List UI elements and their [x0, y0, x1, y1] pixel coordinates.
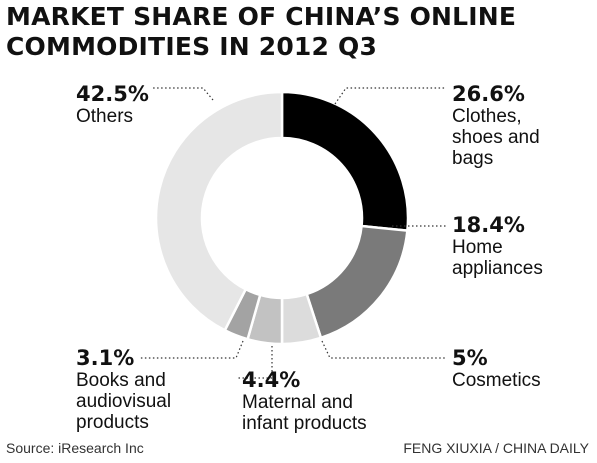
- data-label-cosmetics: 5%: [452, 346, 488, 370]
- category-label-home-appliances-line-2: appliances: [452, 258, 543, 279]
- category-label-clothes-shoes-and-bags-line-2: shoes and: [452, 127, 540, 148]
- category-label-maternal-and-infant-products-line-2: infant products: [242, 413, 367, 434]
- label-books-and-audiovisual-products: 3.1% Books and audiovisual products: [76, 346, 171, 433]
- leader-line-clothes-shoes-and-bags: [334, 87, 446, 105]
- category-label-clothes-shoes-and-bags-line-3: bags: [452, 148, 494, 169]
- category-label-cosmetics-line-1: Cosmetics: [452, 370, 541, 391]
- category-label-maternal-and-infant-products-line-1: Maternal and: [242, 392, 353, 413]
- label-others: 42.5% Others: [76, 82, 149, 127]
- donut-slices: [154, 90, 410, 346]
- label-clothes-shoes-and-bags: 26.6% Clothes, shoes and bags: [452, 82, 540, 169]
- data-label-home-appliances: 18.4%: [452, 213, 525, 237]
- category-label-books-and-audiovisual-products-line-1: Books and: [76, 370, 166, 391]
- leader-line-cosmetics: [321, 340, 446, 359]
- chart-title: MARKET SHARE OF CHINA’S ONLINE COMMODITI…: [6, 2, 596, 62]
- category-label-clothes-shoes-and-bags-line-1: Clothes,: [452, 106, 522, 127]
- category-label-others-line-1: Others: [76, 106, 134, 127]
- label-cosmetics: 5% Cosmetics: [452, 346, 541, 391]
- category-label-books-and-audiovisual-products-line-2: audiovisual: [76, 391, 172, 412]
- source-note: Source: iResearch Inc: [6, 440, 144, 456]
- slice-clothes-shoes-and-bags: [280, 90, 410, 233]
- data-label-others: 42.5%: [76, 82, 149, 106]
- chart-title-line-1: MARKET SHARE OF CHINA’S ONLINE: [6, 2, 517, 31]
- chart-title-line-2: COMMODITIES IN 2012 Q3: [6, 32, 378, 61]
- leader-line-maternal-and-infant-products: [236, 346, 273, 379]
- data-label-books-and-audiovisual-products: 3.1%: [76, 346, 135, 370]
- category-label-books-and-audiovisual-products-line-3: products: [76, 412, 149, 433]
- credit-note: FENG XIUXIA / CHINA DAILY: [403, 440, 589, 456]
- data-label-maternal-and-infant-products: 4.4%: [242, 368, 301, 392]
- category-label-home-appliances-line-1: Home: [452, 237, 503, 258]
- leader-lines: [140, 87, 446, 379]
- data-label-clothes-shoes-and-bags: 26.6%: [452, 82, 525, 106]
- slice-others: [154, 90, 284, 332]
- leader-line-others: [151, 87, 214, 101]
- label-home-appliances: 18.4% Home appliances: [452, 213, 543, 279]
- label-maternal-and-infant-products: 4.4% Maternal and infant products: [242, 368, 367, 434]
- slice-home-appliances: [305, 224, 409, 340]
